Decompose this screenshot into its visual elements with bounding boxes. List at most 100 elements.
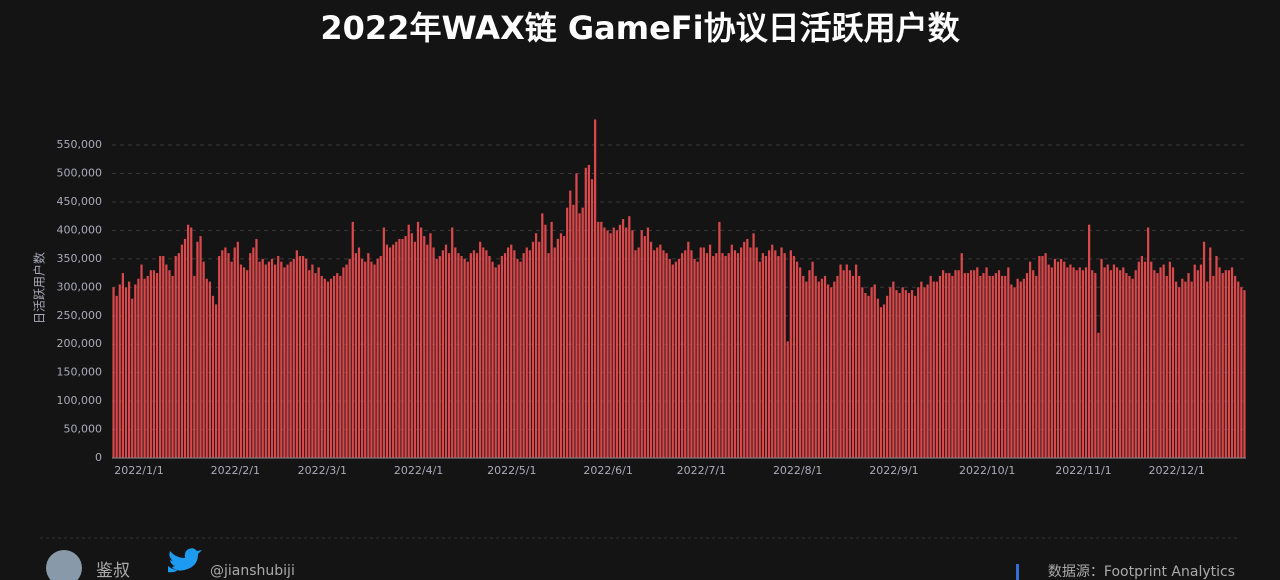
bar	[333, 275, 336, 458]
bar	[124, 287, 128, 458]
bar	[699, 247, 702, 458]
bar	[367, 253, 370, 458]
bar	[1165, 275, 1168, 458]
bar	[823, 275, 827, 458]
bar	[401, 238, 404, 458]
bar	[525, 247, 528, 458]
bar	[1181, 278, 1184, 458]
bar	[273, 264, 277, 458]
bar	[1171, 267, 1175, 458]
y-tick-label: 200,000	[57, 337, 103, 350]
bar	[159, 256, 162, 458]
bar	[301, 256, 305, 458]
y-tick-label: 150,000	[57, 366, 103, 379]
bar	[982, 273, 985, 458]
bar	[625, 227, 628, 458]
bar	[336, 273, 339, 458]
bar	[786, 341, 789, 458]
bar	[721, 253, 724, 458]
bar	[1019, 281, 1022, 458]
bar	[1178, 287, 1181, 458]
bar	[186, 224, 190, 458]
bar	[364, 261, 367, 458]
bar	[510, 244, 513, 458]
bar	[752, 233, 755, 458]
bar	[485, 250, 488, 458]
bar	[1240, 287, 1243, 458]
bar	[230, 261, 233, 458]
bar	[227, 253, 230, 458]
bar	[1153, 270, 1156, 458]
x-tick-label: 2022/10/1	[959, 464, 1015, 477]
bar	[218, 256, 221, 458]
bar	[1081, 270, 1085, 458]
author: 鉴叔	[96, 561, 130, 580]
bar	[1227, 270, 1231, 458]
bar	[966, 273, 970, 458]
bar	[482, 247, 485, 458]
bar	[1209, 247, 1212, 458]
bar	[1056, 261, 1060, 458]
bar	[746, 238, 749, 458]
bar	[429, 233, 432, 458]
bar	[165, 264, 168, 458]
bar	[935, 281, 938, 458]
bar	[134, 284, 137, 458]
bar	[283, 267, 286, 458]
x-tick-label: 2022/2/1	[211, 464, 260, 477]
bar	[609, 233, 612, 458]
bar	[578, 213, 581, 458]
bar	[1112, 264, 1116, 458]
bar	[1097, 332, 1100, 458]
bar	[463, 258, 466, 458]
bar	[1159, 267, 1162, 458]
bar	[286, 264, 289, 458]
bar	[1094, 273, 1097, 458]
bar	[938, 275, 942, 458]
bar	[258, 261, 261, 458]
bar	[575, 173, 578, 458]
bar	[600, 221, 603, 458]
bar	[348, 258, 351, 458]
bar	[1000, 275, 1004, 458]
bar	[503, 253, 507, 458]
bar	[398, 238, 401, 458]
bar	[1032, 270, 1035, 458]
bar	[239, 264, 243, 458]
bar	[550, 221, 553, 458]
bar	[360, 258, 364, 458]
bar	[662, 250, 665, 458]
bar	[308, 270, 311, 458]
bar	[615, 230, 618, 458]
avatar	[46, 550, 82, 580]
y-tick-label: 500,000	[57, 167, 103, 180]
bar	[764, 256, 768, 458]
y-tick-label: 550,000	[57, 138, 103, 151]
bar	[559, 233, 563, 458]
bar	[1028, 261, 1032, 458]
bar	[183, 238, 187, 458]
bar	[298, 256, 302, 458]
bar	[960, 253, 963, 458]
bar	[687, 241, 690, 458]
bar	[522, 253, 525, 458]
bar	[988, 275, 991, 458]
bar	[329, 278, 333, 458]
bar	[1206, 281, 1209, 458]
bar	[882, 304, 886, 458]
bar	[740, 247, 743, 458]
x-tick-label: 2022/4/1	[394, 464, 443, 477]
bar	[261, 258, 264, 458]
bar	[497, 264, 500, 458]
bar	[572, 204, 575, 458]
bar	[889, 287, 892, 458]
bar	[1010, 284, 1013, 458]
bar	[1143, 261, 1147, 458]
bar	[603, 227, 606, 458]
bar	[143, 278, 146, 458]
bar	[584, 167, 587, 458]
bar	[494, 267, 497, 458]
bar	[1004, 275, 1007, 458]
bar	[460, 256, 463, 458]
bar	[354, 253, 358, 458]
